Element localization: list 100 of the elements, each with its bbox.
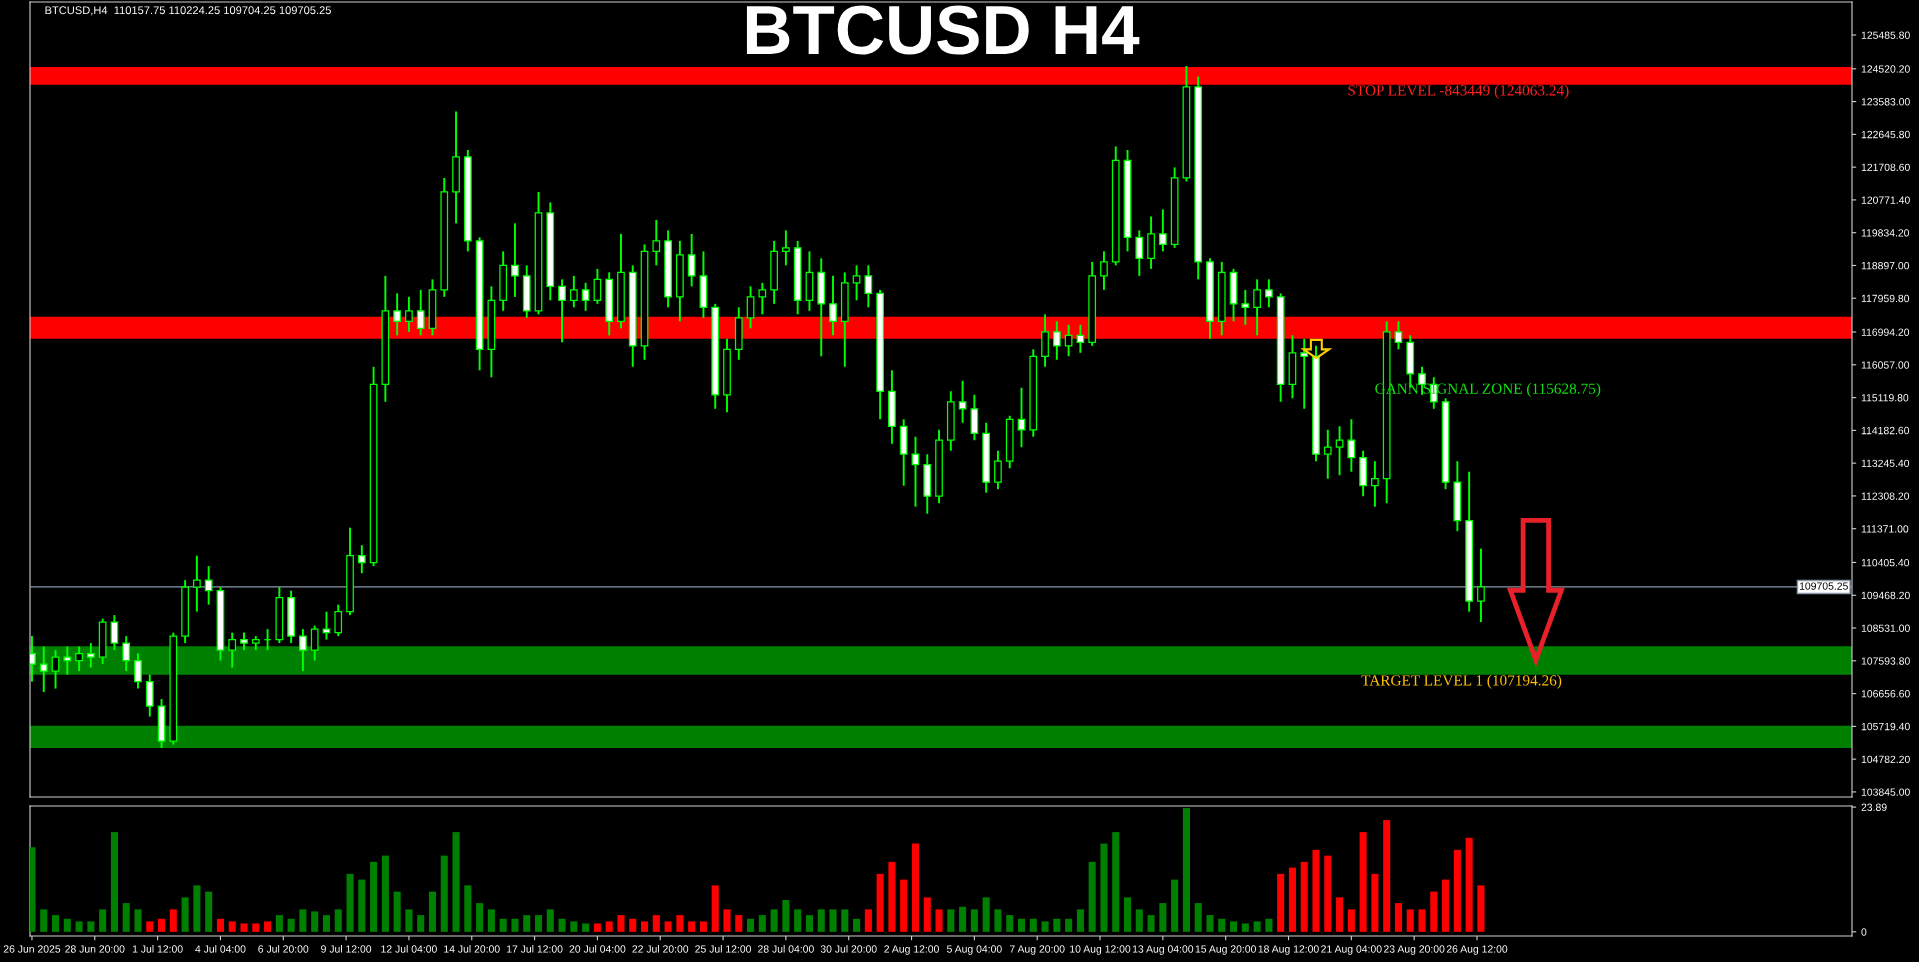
candlestick (357, 544, 366, 575)
bar (523, 915, 531, 932)
y-tick-label: 108531.00 (1861, 624, 1910, 632)
x-tick-label: 17 Jul 12:00 (507, 945, 563, 953)
y-tick-label: 122645.80 (1861, 130, 1910, 139)
x-tick-label: 14 Jul 20:00 (444, 945, 500, 953)
candlestick (1253, 278, 1261, 337)
candlestick (852, 264, 861, 302)
candlestick (63, 645, 72, 676)
candlestick (334, 603, 343, 638)
bar (393, 891, 401, 932)
bar (829, 909, 837, 932)
bar (888, 861, 896, 932)
bar (287, 918, 295, 932)
bar (381, 855, 389, 932)
annotation: TARGET LEVEL 1 (107194.26) (1361, 674, 1562, 689)
candlestick (687, 232, 696, 288)
x-tick-label: 26 Aug 12:00 (1446, 945, 1508, 955)
bar (181, 897, 189, 932)
bar (1088, 861, 1096, 932)
bar (499, 918, 507, 932)
candlestick (652, 218, 661, 267)
candlestick (299, 628, 307, 673)
bar (947, 909, 955, 932)
bar (428, 891, 437, 932)
x-tick-label: 28 Jul 04:00 (758, 945, 814, 953)
bar (1147, 915, 1155, 932)
bar (1442, 879, 1450, 932)
bar (864, 909, 872, 932)
y-tick-label: 121708.60 (1861, 163, 1910, 172)
bar (782, 899, 790, 932)
bar (1477, 885, 1485, 932)
bar (205, 891, 213, 932)
ref-line-label: 109705.25 (1799, 582, 1848, 590)
candlestick (1300, 337, 1309, 410)
y-tick-label: 114182.60 (1861, 426, 1910, 435)
bar (440, 855, 448, 932)
bar (1324, 855, 1332, 932)
y-tick-label: 107593.80 (1861, 657, 1910, 665)
x-tick-label: 7 Aug 20:00 (1009, 945, 1065, 955)
bar (1041, 921, 1049, 932)
candlestick (75, 645, 83, 673)
candlestick (204, 565, 213, 606)
bar (1336, 897, 1344, 932)
bar (193, 885, 201, 932)
bar (770, 909, 778, 932)
bar (1029, 918, 1037, 932)
candlestick (1135, 229, 1144, 277)
bar (51, 915, 60, 932)
y-tick-label: 124520.20 (1861, 65, 1910, 73)
bar (652, 915, 660, 932)
candlestick (511, 222, 519, 298)
bar (1394, 903, 1402, 932)
y-tick-label: 111371.00 (1861, 525, 1909, 533)
y-tick-label: 123583.00 (1861, 98, 1910, 106)
candlestick (558, 278, 566, 344)
candlestick (1394, 320, 1403, 351)
bar (605, 921, 613, 932)
bar (322, 915, 330, 932)
candlestick (581, 281, 590, 312)
bar (723, 909, 731, 932)
x-tick-label: 6 Jul 20:00 (258, 945, 309, 953)
bar (99, 909, 107, 932)
x-tick-label: 30 Jul 20:00 (820, 945, 877, 953)
annotation: BTCUSD,H4 110157.75 110224.25 109704.25 109705.25 (45, 6, 331, 16)
bar (1065, 918, 1073, 932)
bar (134, 909, 142, 932)
candlestick (405, 295, 413, 333)
bar (794, 909, 802, 932)
bar (110, 832, 118, 932)
bar (982, 897, 990, 932)
bar (841, 909, 849, 932)
bar (546, 909, 554, 932)
bar (1112, 832, 1120, 932)
candlestick (829, 274, 837, 337)
x-tick-label: 23 Aug 20:00 (1384, 945, 1445, 955)
bar (158, 918, 166, 932)
bar (699, 921, 707, 932)
y-tick-label: 106656.60 (1861, 690, 1910, 698)
y-tick-label: 103845.00 (1861, 788, 1910, 796)
y-tick-label: 104782.20 (1861, 755, 1910, 764)
bar (1465, 837, 1473, 932)
bar (1135, 909, 1143, 932)
chart-title: BTCUSD H4 (746, 5, 1140, 55)
bar (534, 915, 543, 932)
bar (994, 909, 1002, 932)
annotation: STOP LEVEL -843449 (124063.24) (1348, 84, 1569, 99)
y-tick-label: 119834.20 (1861, 229, 1910, 237)
bar (1253, 921, 1261, 932)
bar (558, 918, 566, 932)
y-tick-label: 118897.00 (1861, 261, 1910, 270)
candlestick (958, 379, 967, 424)
bar (1406, 909, 1414, 932)
bar (511, 918, 519, 932)
candlestick (746, 285, 755, 330)
candlestick (1265, 278, 1273, 309)
bar (1347, 909, 1355, 932)
candlestick (593, 267, 602, 305)
bar (758, 915, 766, 932)
candlestick (393, 292, 402, 337)
